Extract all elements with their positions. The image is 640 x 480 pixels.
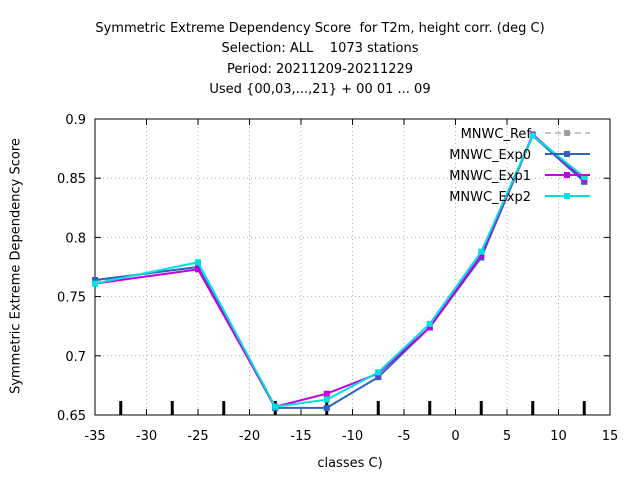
legend-label: MNWC_Exp0: [449, 148, 531, 163]
data-point: [195, 266, 201, 273]
data-point: [92, 280, 98, 287]
data-point: [581, 174, 588, 181]
chart-title-line-3: Period: 20211209-20211229: [226, 62, 414, 77]
x-tick-label: 0: [451, 429, 459, 444]
y-tick-label: 0.7: [65, 350, 86, 365]
legend-marker: [564, 193, 570, 199]
x-tick-label: -15: [290, 429, 311, 444]
chart-title-line-2: Selection: ALL 1073 stations: [221, 41, 419, 56]
legend-label: MNWC_Exp1: [449, 169, 531, 184]
legend-marker: [564, 130, 570, 136]
x-axis-label: classes C): [317, 456, 383, 471]
data-point: [92, 277, 98, 284]
legend-label: MNWC_Exp2: [449, 190, 531, 205]
x-tick-label: -20: [239, 429, 260, 444]
data-point: [272, 403, 279, 410]
y-tick-label: 0.8: [65, 231, 86, 246]
x-tick-label: -25: [187, 429, 208, 444]
x-tick-label: -30: [136, 429, 157, 444]
data-point: [478, 252, 485, 259]
data-point: [426, 320, 433, 327]
data-point: [195, 259, 201, 266]
legend-marker: [564, 172, 570, 178]
data-point: [323, 404, 330, 411]
data-point: [426, 324, 433, 331]
data-point: [323, 390, 330, 397]
chart-title-line-4: Used {00,03,...,21} + 00 01 ... 09: [209, 82, 431, 97]
x-tick-label: 10: [550, 429, 567, 444]
x-tick-label: -35: [84, 429, 105, 444]
x-tick-label: -5: [398, 429, 411, 444]
y-tick-label: 0.85: [57, 172, 86, 187]
legend-marker: [564, 151, 570, 157]
legend-label: MNWC_Ref: [461, 127, 532, 142]
data-point: [323, 396, 330, 403]
data-point: [529, 132, 536, 139]
chart-title-line-1: Symmetric Extreme Dependency Score for T…: [95, 21, 545, 36]
x-tick-label: -10: [342, 429, 363, 444]
x-tick-label: 5: [503, 429, 511, 444]
y-tick-label: 0.75: [57, 291, 86, 306]
x-tick-label: 15: [602, 429, 619, 444]
data-point: [375, 369, 382, 376]
data-point: [375, 374, 382, 381]
data-point: [478, 248, 485, 255]
y-tick-label: 0.9: [65, 113, 86, 128]
y-tick-label: 0.65: [57, 409, 86, 424]
